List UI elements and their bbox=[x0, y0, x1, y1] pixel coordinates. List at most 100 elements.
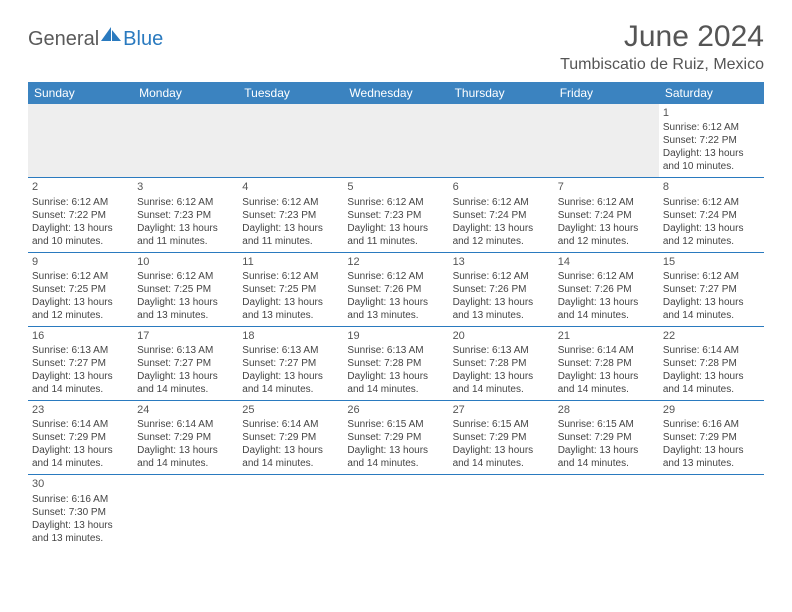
cell-line: and 12 minutes. bbox=[558, 235, 655, 248]
calendar-cell: 6Sunrise: 6:12 AMSunset: 7:24 PMDaylight… bbox=[449, 178, 554, 252]
cell-line: Sunset: 7:28 PM bbox=[663, 357, 760, 370]
day-number: 18 bbox=[242, 329, 339, 343]
cell-line: Sunset: 7:30 PM bbox=[32, 506, 129, 519]
cell-line: and 10 minutes. bbox=[663, 160, 760, 173]
day-number: 26 bbox=[347, 403, 444, 417]
cell-line: Sunrise: 6:12 AM bbox=[558, 196, 655, 209]
calendar-cell: 28Sunrise: 6:15 AMSunset: 7:29 PMDayligh… bbox=[554, 401, 659, 475]
cell-line: Sunset: 7:23 PM bbox=[242, 209, 339, 222]
day-header-row: Sunday Monday Tuesday Wednesday Thursday… bbox=[28, 82, 764, 104]
day-number: 24 bbox=[137, 403, 234, 417]
cell-line: Daylight: 13 hours bbox=[347, 444, 444, 457]
day-number: 6 bbox=[453, 180, 550, 194]
cell-line: Sunrise: 6:13 AM bbox=[32, 344, 129, 357]
cell-line: Sunset: 7:28 PM bbox=[453, 357, 550, 370]
cell-line: Sunrise: 6:12 AM bbox=[137, 270, 234, 283]
cell-line: and 13 minutes. bbox=[32, 532, 129, 545]
cell-line: Sunrise: 6:13 AM bbox=[137, 344, 234, 357]
calendar-cell: 26Sunrise: 6:15 AMSunset: 7:29 PMDayligh… bbox=[343, 401, 448, 475]
cell-line: and 14 minutes. bbox=[663, 309, 760, 322]
header: General Blue June 2024 Tumbiscatio de Ru… bbox=[28, 20, 764, 74]
calendar-cell bbox=[343, 475, 448, 549]
calendar-cell bbox=[133, 104, 238, 178]
cell-line: Daylight: 13 hours bbox=[558, 444, 655, 457]
day-header: Monday bbox=[133, 82, 238, 104]
cell-line: Sunrise: 6:15 AM bbox=[347, 418, 444, 431]
cell-line: Daylight: 13 hours bbox=[242, 296, 339, 309]
location: Tumbiscatio de Ruiz, Mexico bbox=[560, 56, 764, 74]
cell-line: Daylight: 13 hours bbox=[453, 444, 550, 457]
cell-line: Sunrise: 6:13 AM bbox=[453, 344, 550, 357]
cell-line: Sunrise: 6:16 AM bbox=[32, 493, 129, 506]
cell-line: Daylight: 13 hours bbox=[32, 444, 129, 457]
day-number: 10 bbox=[137, 255, 234, 269]
calendar-cell bbox=[659, 475, 764, 549]
calendar-row: 9Sunrise: 6:12 AMSunset: 7:25 PMDaylight… bbox=[28, 252, 764, 326]
calendar-cell: 20Sunrise: 6:13 AMSunset: 7:28 PMDayligh… bbox=[449, 326, 554, 400]
day-header: Friday bbox=[554, 82, 659, 104]
cell-line: Daylight: 13 hours bbox=[32, 222, 129, 235]
day-number: 25 bbox=[242, 403, 339, 417]
cell-line: Sunrise: 6:12 AM bbox=[663, 121, 760, 134]
day-number: 1 bbox=[663, 106, 760, 120]
cell-line: and 13 minutes. bbox=[137, 309, 234, 322]
cell-line: Daylight: 13 hours bbox=[453, 296, 550, 309]
day-number: 11 bbox=[242, 255, 339, 269]
day-number: 13 bbox=[453, 255, 550, 269]
calendar-cell: 30Sunrise: 6:16 AMSunset: 7:30 PMDayligh… bbox=[28, 475, 133, 549]
calendar-cell bbox=[238, 104, 343, 178]
cell-line: Sunset: 7:29 PM bbox=[242, 431, 339, 444]
cell-line: Sunset: 7:25 PM bbox=[242, 283, 339, 296]
cell-line: and 13 minutes. bbox=[242, 309, 339, 322]
day-number: 29 bbox=[663, 403, 760, 417]
cell-line: Sunset: 7:25 PM bbox=[32, 283, 129, 296]
cell-line: Sunset: 7:29 PM bbox=[453, 431, 550, 444]
cell-line: Daylight: 13 hours bbox=[347, 222, 444, 235]
calendar-cell: 13Sunrise: 6:12 AMSunset: 7:26 PMDayligh… bbox=[449, 252, 554, 326]
cell-line: Daylight: 13 hours bbox=[558, 222, 655, 235]
cell-line: Sunset: 7:29 PM bbox=[137, 431, 234, 444]
calendar-cell bbox=[554, 104, 659, 178]
calendar-cell: 16Sunrise: 6:13 AMSunset: 7:27 PMDayligh… bbox=[28, 326, 133, 400]
day-number: 17 bbox=[137, 329, 234, 343]
title-block: June 2024 Tumbiscatio de Ruiz, Mexico bbox=[560, 20, 764, 74]
cell-line: Daylight: 13 hours bbox=[663, 222, 760, 235]
day-number: 7 bbox=[558, 180, 655, 194]
day-number: 15 bbox=[663, 255, 760, 269]
calendar-cell bbox=[343, 104, 448, 178]
cell-line: Daylight: 13 hours bbox=[137, 444, 234, 457]
cell-line: Sunrise: 6:14 AM bbox=[137, 418, 234, 431]
calendar-cell bbox=[238, 475, 343, 549]
day-number: 9 bbox=[32, 255, 129, 269]
cell-line: and 14 minutes. bbox=[32, 383, 129, 396]
day-number: 23 bbox=[32, 403, 129, 417]
calendar-cell: 10Sunrise: 6:12 AMSunset: 7:25 PMDayligh… bbox=[133, 252, 238, 326]
cell-line: Daylight: 13 hours bbox=[663, 370, 760, 383]
cell-line: and 14 minutes. bbox=[137, 383, 234, 396]
cell-line: and 13 minutes. bbox=[347, 309, 444, 322]
cell-line: Sunset: 7:22 PM bbox=[32, 209, 129, 222]
cell-line: Daylight: 13 hours bbox=[453, 222, 550, 235]
brand-blue: Blue bbox=[123, 28, 163, 51]
cell-line: Sunrise: 6:12 AM bbox=[242, 270, 339, 283]
cell-line: Sunset: 7:27 PM bbox=[242, 357, 339, 370]
cell-line: Sunrise: 6:12 AM bbox=[558, 270, 655, 283]
calendar-row: 16Sunrise: 6:13 AMSunset: 7:27 PMDayligh… bbox=[28, 326, 764, 400]
calendar-cell bbox=[133, 475, 238, 549]
day-header: Thursday bbox=[449, 82, 554, 104]
day-number: 28 bbox=[558, 403, 655, 417]
calendar-cell: 9Sunrise: 6:12 AMSunset: 7:25 PMDaylight… bbox=[28, 252, 133, 326]
calendar-cell: 27Sunrise: 6:15 AMSunset: 7:29 PMDayligh… bbox=[449, 401, 554, 475]
cell-line: and 14 minutes. bbox=[453, 457, 550, 470]
cell-line: and 10 minutes. bbox=[32, 235, 129, 248]
cell-line: and 11 minutes. bbox=[347, 235, 444, 248]
cell-line: Sunrise: 6:14 AM bbox=[242, 418, 339, 431]
calendar-cell: 11Sunrise: 6:12 AMSunset: 7:25 PMDayligh… bbox=[238, 252, 343, 326]
cell-line: Daylight: 13 hours bbox=[32, 296, 129, 309]
cell-line: and 14 minutes. bbox=[663, 383, 760, 396]
calendar-cell: 4Sunrise: 6:12 AMSunset: 7:23 PMDaylight… bbox=[238, 178, 343, 252]
cell-line: Sunset: 7:23 PM bbox=[347, 209, 444, 222]
brand-general: General bbox=[28, 28, 99, 51]
cell-line: Sunrise: 6:12 AM bbox=[32, 196, 129, 209]
cell-line: Daylight: 13 hours bbox=[242, 370, 339, 383]
